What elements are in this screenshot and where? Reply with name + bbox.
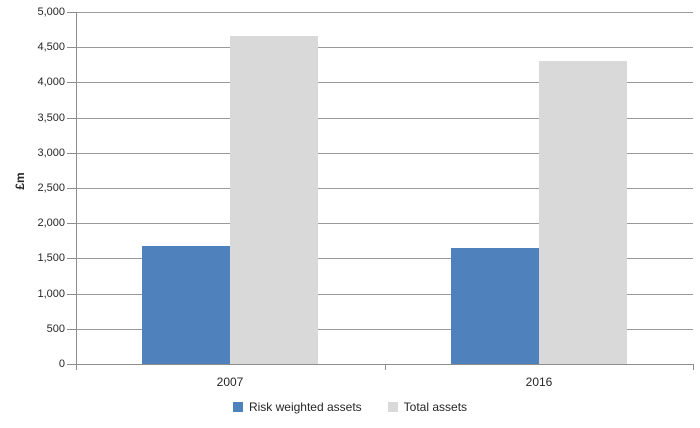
- y-axis-tick: [67, 223, 76, 224]
- y-axis-tick: [67, 82, 76, 83]
- chart-legend: Risk weighted assets Total assets: [0, 400, 700, 414]
- y-axis-tick: [67, 153, 76, 154]
- y-axis-tick-label: 3,000: [37, 147, 65, 159]
- x-axis-tick: [693, 364, 694, 370]
- y-axis-tick-label: 0: [58, 358, 65, 370]
- gridline: [76, 47, 693, 48]
- y-axis-tick: [67, 294, 76, 295]
- legend-label: Risk weighted assets: [248, 400, 362, 414]
- x-axis-tick: [385, 364, 386, 370]
- gridline: [76, 118, 693, 119]
- y-axis-line: [76, 12, 77, 364]
- gridline: [76, 153, 693, 154]
- y-axis-tick-label: 5,000: [37, 6, 65, 18]
- gridline: [76, 188, 693, 189]
- gridline: [76, 12, 693, 13]
- bar-total-assets-2007: [230, 36, 318, 364]
- legend-swatch-icon: [387, 402, 398, 412]
- bar-risk-weighted-assets-2016: [451, 248, 539, 364]
- y-axis-tick-label: 500: [46, 323, 65, 335]
- y-axis-tick: [67, 12, 76, 13]
- y-axis-tick-label: 1,500: [37, 252, 65, 264]
- y-axis-tick-label: 3,500: [37, 112, 65, 124]
- y-axis-tick: [67, 258, 76, 259]
- y-axis-tick: [67, 188, 76, 189]
- y-axis-tick-label: 4,500: [37, 41, 65, 53]
- legend-item-risk-weighted-assets: Risk weighted assets: [232, 400, 362, 414]
- y-axis-tick-label: 1,000: [37, 288, 65, 300]
- y-axis-tick: [67, 47, 76, 48]
- legend-label: Total assets: [403, 400, 468, 414]
- gridline: [76, 294, 693, 295]
- gridline: [76, 329, 693, 330]
- y-axis-tick-label: 2,500: [37, 182, 65, 194]
- gridline: [76, 223, 693, 224]
- bar-total-assets-2016: [539, 61, 627, 364]
- y-axis-tick-label: 4,000: [37, 76, 65, 88]
- gridline: [76, 258, 693, 259]
- y-axis-tick-label: 2,000: [37, 217, 65, 229]
- x-axis-category-label: 2016: [525, 375, 553, 389]
- bar-risk-weighted-assets-2007: [142, 246, 230, 364]
- gridline: [76, 82, 693, 83]
- x-axis-category-label: 2007: [216, 375, 244, 389]
- legend-item-total-assets: Total assets: [387, 400, 468, 414]
- y-axis-tick: [67, 118, 76, 119]
- x-axis-line: [67, 364, 693, 365]
- y-axis-tick: [67, 329, 76, 330]
- legend-swatch-icon: [232, 402, 243, 412]
- x-axis-tick: [76, 364, 77, 370]
